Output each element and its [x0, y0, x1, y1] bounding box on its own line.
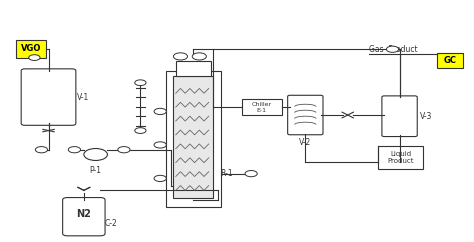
FancyBboxPatch shape: [438, 53, 463, 68]
Text: Liquid
Product: Liquid Product: [388, 151, 414, 164]
Text: VGO: VGO: [21, 44, 41, 53]
FancyBboxPatch shape: [288, 95, 323, 135]
Text: Chiller
E-1: Chiller E-1: [252, 102, 272, 113]
Circle shape: [154, 175, 166, 182]
Circle shape: [154, 108, 166, 114]
FancyBboxPatch shape: [378, 146, 423, 169]
Text: R-1: R-1: [220, 169, 233, 178]
Circle shape: [84, 149, 108, 160]
FancyBboxPatch shape: [16, 40, 46, 58]
Text: T: T: [179, 54, 182, 59]
Circle shape: [245, 171, 257, 177]
Text: V-3: V-3: [419, 112, 432, 121]
Circle shape: [154, 142, 166, 148]
Text: N2: N2: [76, 209, 91, 219]
Circle shape: [173, 53, 188, 60]
Text: Gas  Product: Gas Product: [369, 45, 418, 54]
Bar: [176, 61, 211, 76]
Text: C-2: C-2: [105, 219, 118, 228]
FancyBboxPatch shape: [63, 197, 105, 236]
Circle shape: [192, 53, 206, 60]
Circle shape: [29, 55, 40, 60]
Circle shape: [135, 128, 146, 133]
Bar: [166, 71, 220, 207]
FancyBboxPatch shape: [382, 96, 417, 136]
Text: P-1: P-1: [90, 166, 101, 175]
Circle shape: [36, 147, 47, 153]
Text: V-1: V-1: [77, 93, 89, 102]
Circle shape: [386, 46, 399, 52]
Circle shape: [68, 147, 81, 153]
FancyBboxPatch shape: [21, 69, 76, 125]
Text: P: P: [198, 54, 201, 59]
Bar: [173, 76, 213, 197]
Circle shape: [135, 80, 146, 86]
Text: GC: GC: [444, 56, 457, 65]
Circle shape: [118, 147, 130, 153]
Text: V-2: V-2: [299, 138, 311, 147]
Text: P: P: [391, 47, 394, 52]
FancyBboxPatch shape: [242, 99, 282, 115]
